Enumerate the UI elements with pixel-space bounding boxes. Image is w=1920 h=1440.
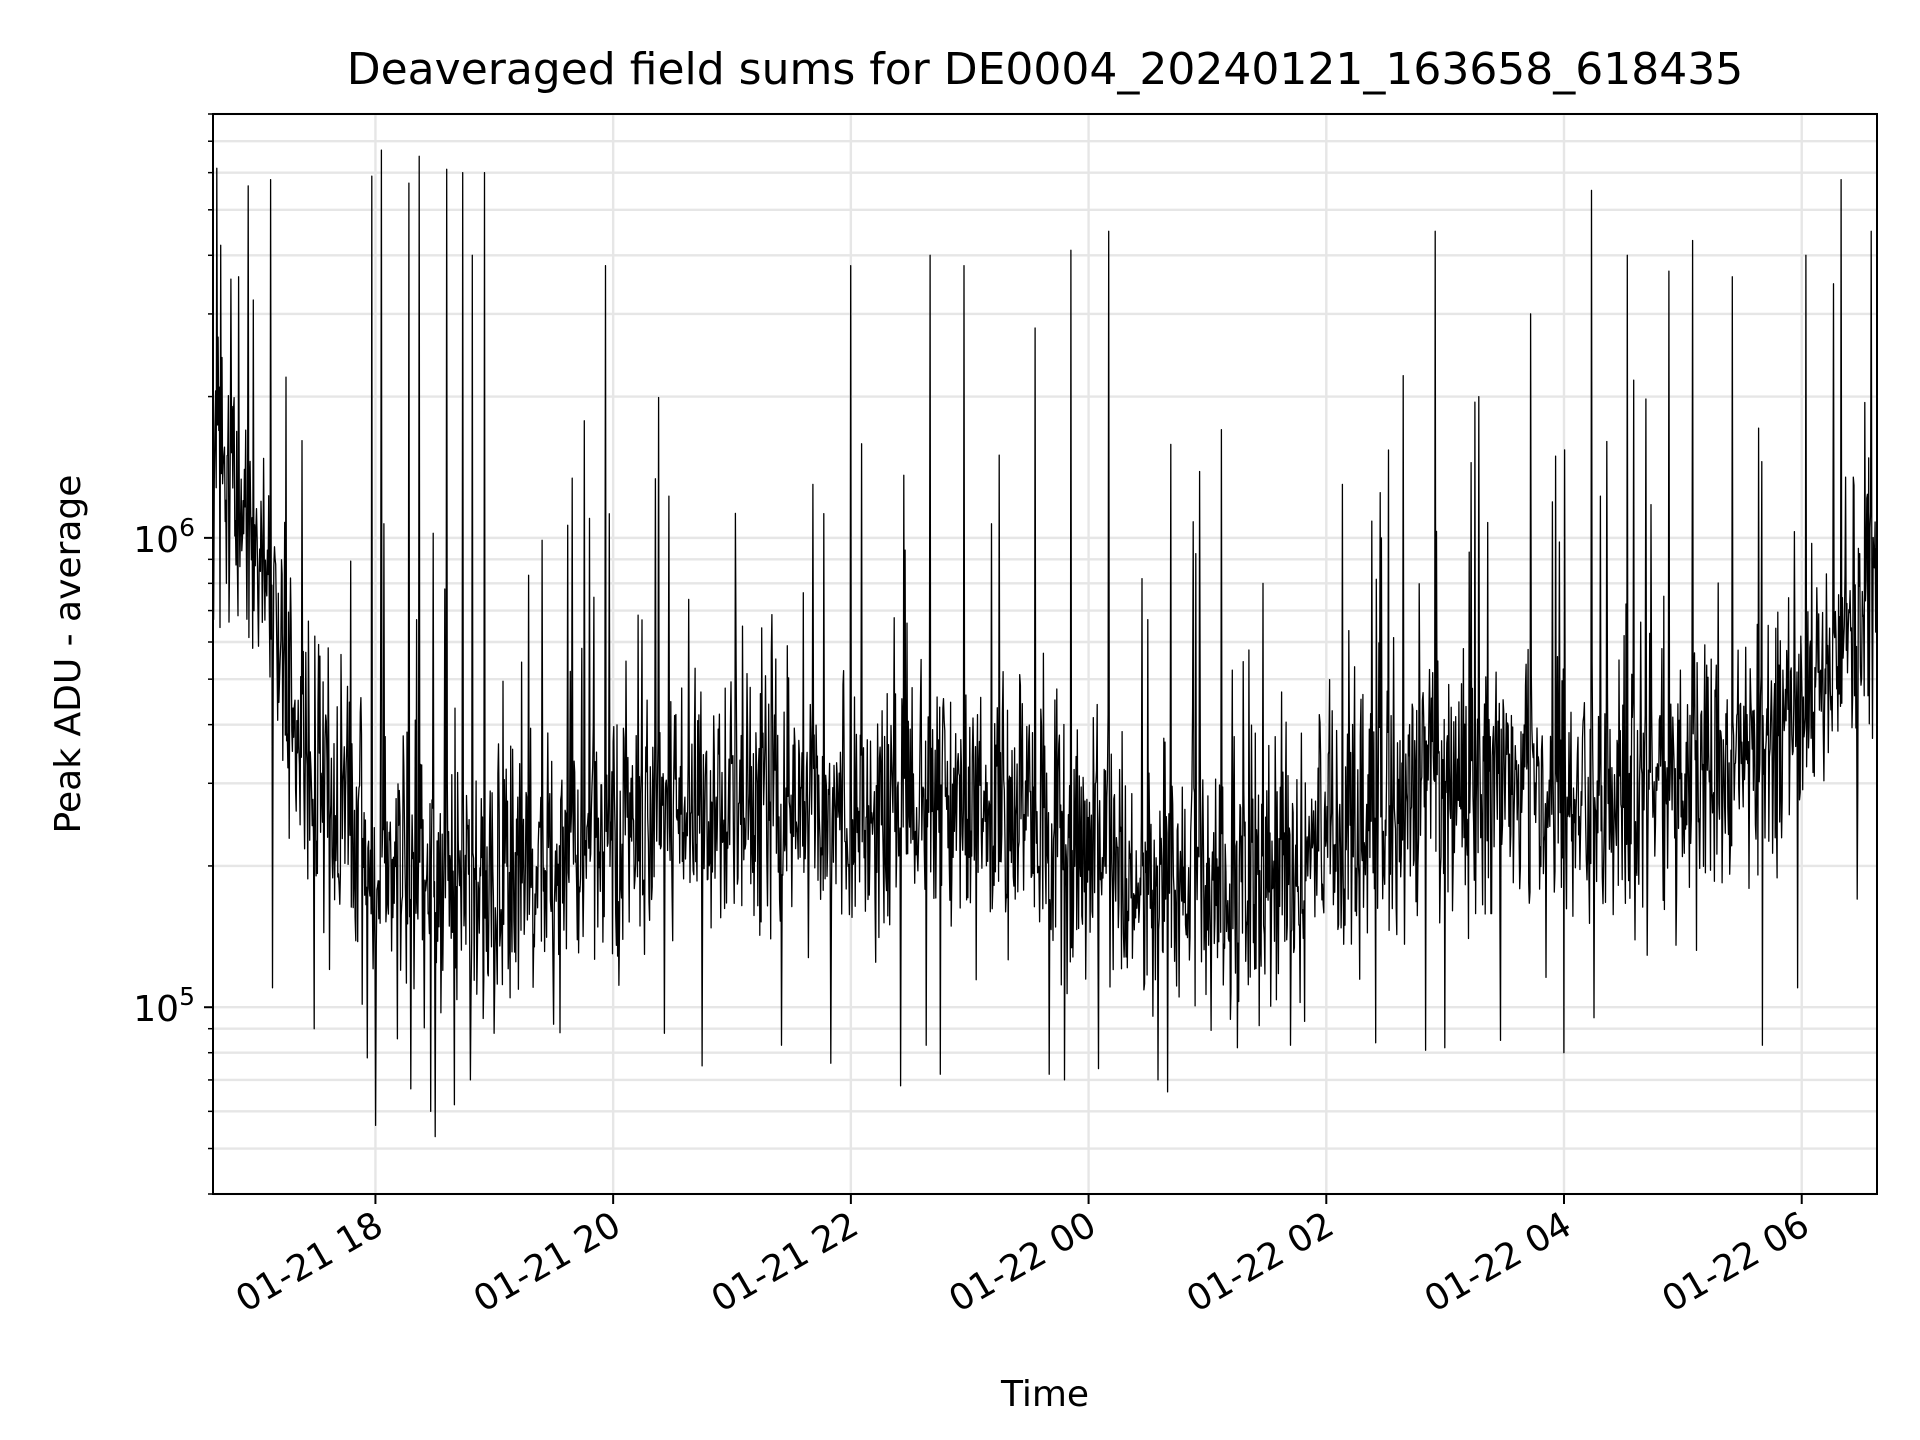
y-tick-base: 10 xyxy=(133,989,179,1030)
y-tick-label: 106 xyxy=(133,513,195,561)
series-group xyxy=(213,149,1877,1138)
chart-title: Deaveraged field sums for DE0004_2024012… xyxy=(347,44,1744,95)
y-tick-label: 105 xyxy=(133,982,195,1030)
series-line xyxy=(213,149,1877,1138)
y-tick-base: 10 xyxy=(133,520,179,561)
plot-frame xyxy=(212,113,1878,1195)
y-tick-exponent: 6 xyxy=(179,513,195,542)
x-axis-label: Time xyxy=(1000,1374,1089,1415)
y-axis-label: Peak ADU - average xyxy=(48,475,89,834)
y-tick-exponent: 5 xyxy=(179,982,195,1011)
